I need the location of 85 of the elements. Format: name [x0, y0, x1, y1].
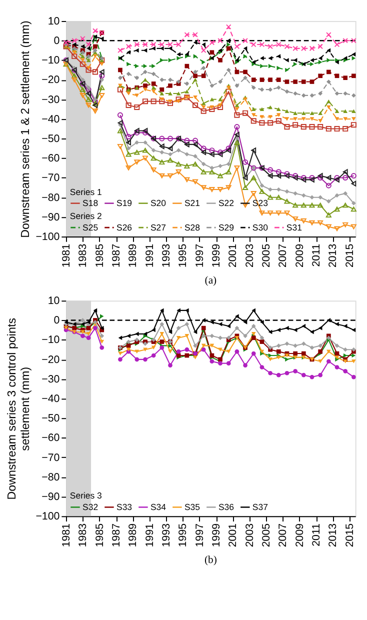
x-tick-label: 2007 [277, 523, 290, 548]
legend-label: S21 [184, 198, 200, 208]
y-tick-label: −10 [42, 54, 60, 67]
x-tick-label: 1989 [127, 523, 140, 548]
x-tick-label: 1997 [194, 244, 206, 268]
y-tick-label: 0 [54, 34, 60, 47]
x-tick-label: 2003 [244, 523, 256, 548]
legend-label: S20 [150, 198, 166, 208]
text: Series 2 [70, 211, 102, 222]
y-tick-label: −90 [42, 211, 60, 224]
x-tick-label: 2009 [294, 523, 306, 548]
x-tick-label: 2009 [294, 244, 306, 268]
x-tick-label: 2001 [227, 523, 240, 548]
legend-label: S34 [150, 502, 166, 512]
x-tick-label: 2001 [227, 244, 240, 268]
legend-label: S33 [116, 502, 132, 512]
y-tick-label: 10 [48, 295, 60, 308]
x-tick-label: 1989 [127, 244, 140, 268]
x-tick-label: 2015 [344, 523, 356, 548]
y-tick-label: −30 [42, 94, 60, 106]
legend-label: S31 [286, 222, 302, 232]
y-tick-label: −70 [42, 172, 60, 184]
legend-label: S30 [252, 222, 268, 232]
text: (b) [204, 554, 218, 566]
y-tick-label: −100 [36, 230, 60, 243]
legend-label: S32 [82, 502, 98, 512]
y-tick-label: 10 [48, 15, 60, 28]
x-tick-label: 1987 [110, 523, 122, 548]
legend-label: S28 [184, 222, 200, 232]
y-axis-title: Downstream series 1 & 2 settlement (mm) [18, 20, 32, 238]
x-tick-label: 1981 [60, 523, 72, 548]
x-tick-label: 1985 [94, 523, 106, 548]
legend-label: S22 [218, 198, 234, 208]
y-tick-label: −20 [42, 354, 60, 366]
x-tick-label: 1987 [110, 244, 122, 268]
x-tick-label: 1995 [177, 244, 190, 268]
y-tick-label: −60 [42, 432, 60, 444]
y-tick-label: −100 [36, 510, 60, 523]
y-tick-label: −70 [42, 452, 60, 464]
x-tick-label: 1993 [160, 244, 172, 268]
y-tick-label: −50 [42, 132, 60, 145]
text: Series 3 [70, 490, 102, 501]
y-tick-label: −30 [42, 373, 60, 386]
legend-label: S27 [150, 222, 166, 232]
x-tick-label: 1991 [144, 244, 156, 268]
x-tick-label: 2007 [277, 244, 290, 268]
x-tick-label: 1983 [77, 244, 90, 268]
x-tick-label: 2005 [260, 244, 273, 268]
x-tick-label: 1997 [194, 523, 206, 548]
y-tick-label: −80 [42, 192, 60, 204]
x-tick-label: 2005 [260, 523, 273, 548]
legend-label: S29 [218, 222, 234, 232]
y-axis-title: Downstream series 3 control points settlement (mm) [5, 318, 32, 500]
legend-label: S25 [82, 222, 98, 232]
y-tick-label: −60 [42, 152, 60, 165]
legend-label: S18 [82, 198, 98, 208]
y-tick-label: −90 [42, 490, 60, 503]
x-tick-label: 2015 [344, 244, 356, 268]
legend-label: S19 [116, 198, 132, 208]
x-tick-label: 1993 [160, 523, 172, 548]
legend-label: S26 [116, 222, 132, 232]
text: (a) [204, 274, 218, 287]
x-tick-label: 1981 [60, 244, 72, 268]
y-tick-label: 0 [54, 314, 60, 327]
x-tick-label: 2013 [327, 244, 340, 268]
x-tick-label: 2011 [310, 244, 323, 267]
x-tick-label: 1995 [177, 523, 190, 548]
x-tick-label: 1983 [77, 523, 90, 548]
y-tick-label: −10 [42, 334, 60, 346]
legend-label: S37 [252, 502, 268, 512]
x-tick-label: 1999 [210, 244, 223, 268]
x-tick-label: 1985 [94, 244, 106, 268]
y-tick-label: −40 [42, 113, 60, 126]
y-tick-label: −20 [42, 74, 60, 86]
y-tick-label: −40 [42, 392, 60, 405]
text: Series 1 [70, 186, 102, 197]
legend-label: S36 [218, 502, 234, 512]
legend-label: S35 [184, 502, 200, 512]
x-tick-label: 1991 [144, 523, 156, 548]
y-tick-label: −50 [42, 412, 60, 425]
x-tick-label: 2003 [244, 244, 256, 268]
x-tick-label: 2013 [327, 523, 340, 548]
y-tick-label: −80 [42, 471, 60, 484]
x-tick-label: 2011 [310, 523, 323, 546]
x-tick-label: 1999 [210, 523, 223, 548]
